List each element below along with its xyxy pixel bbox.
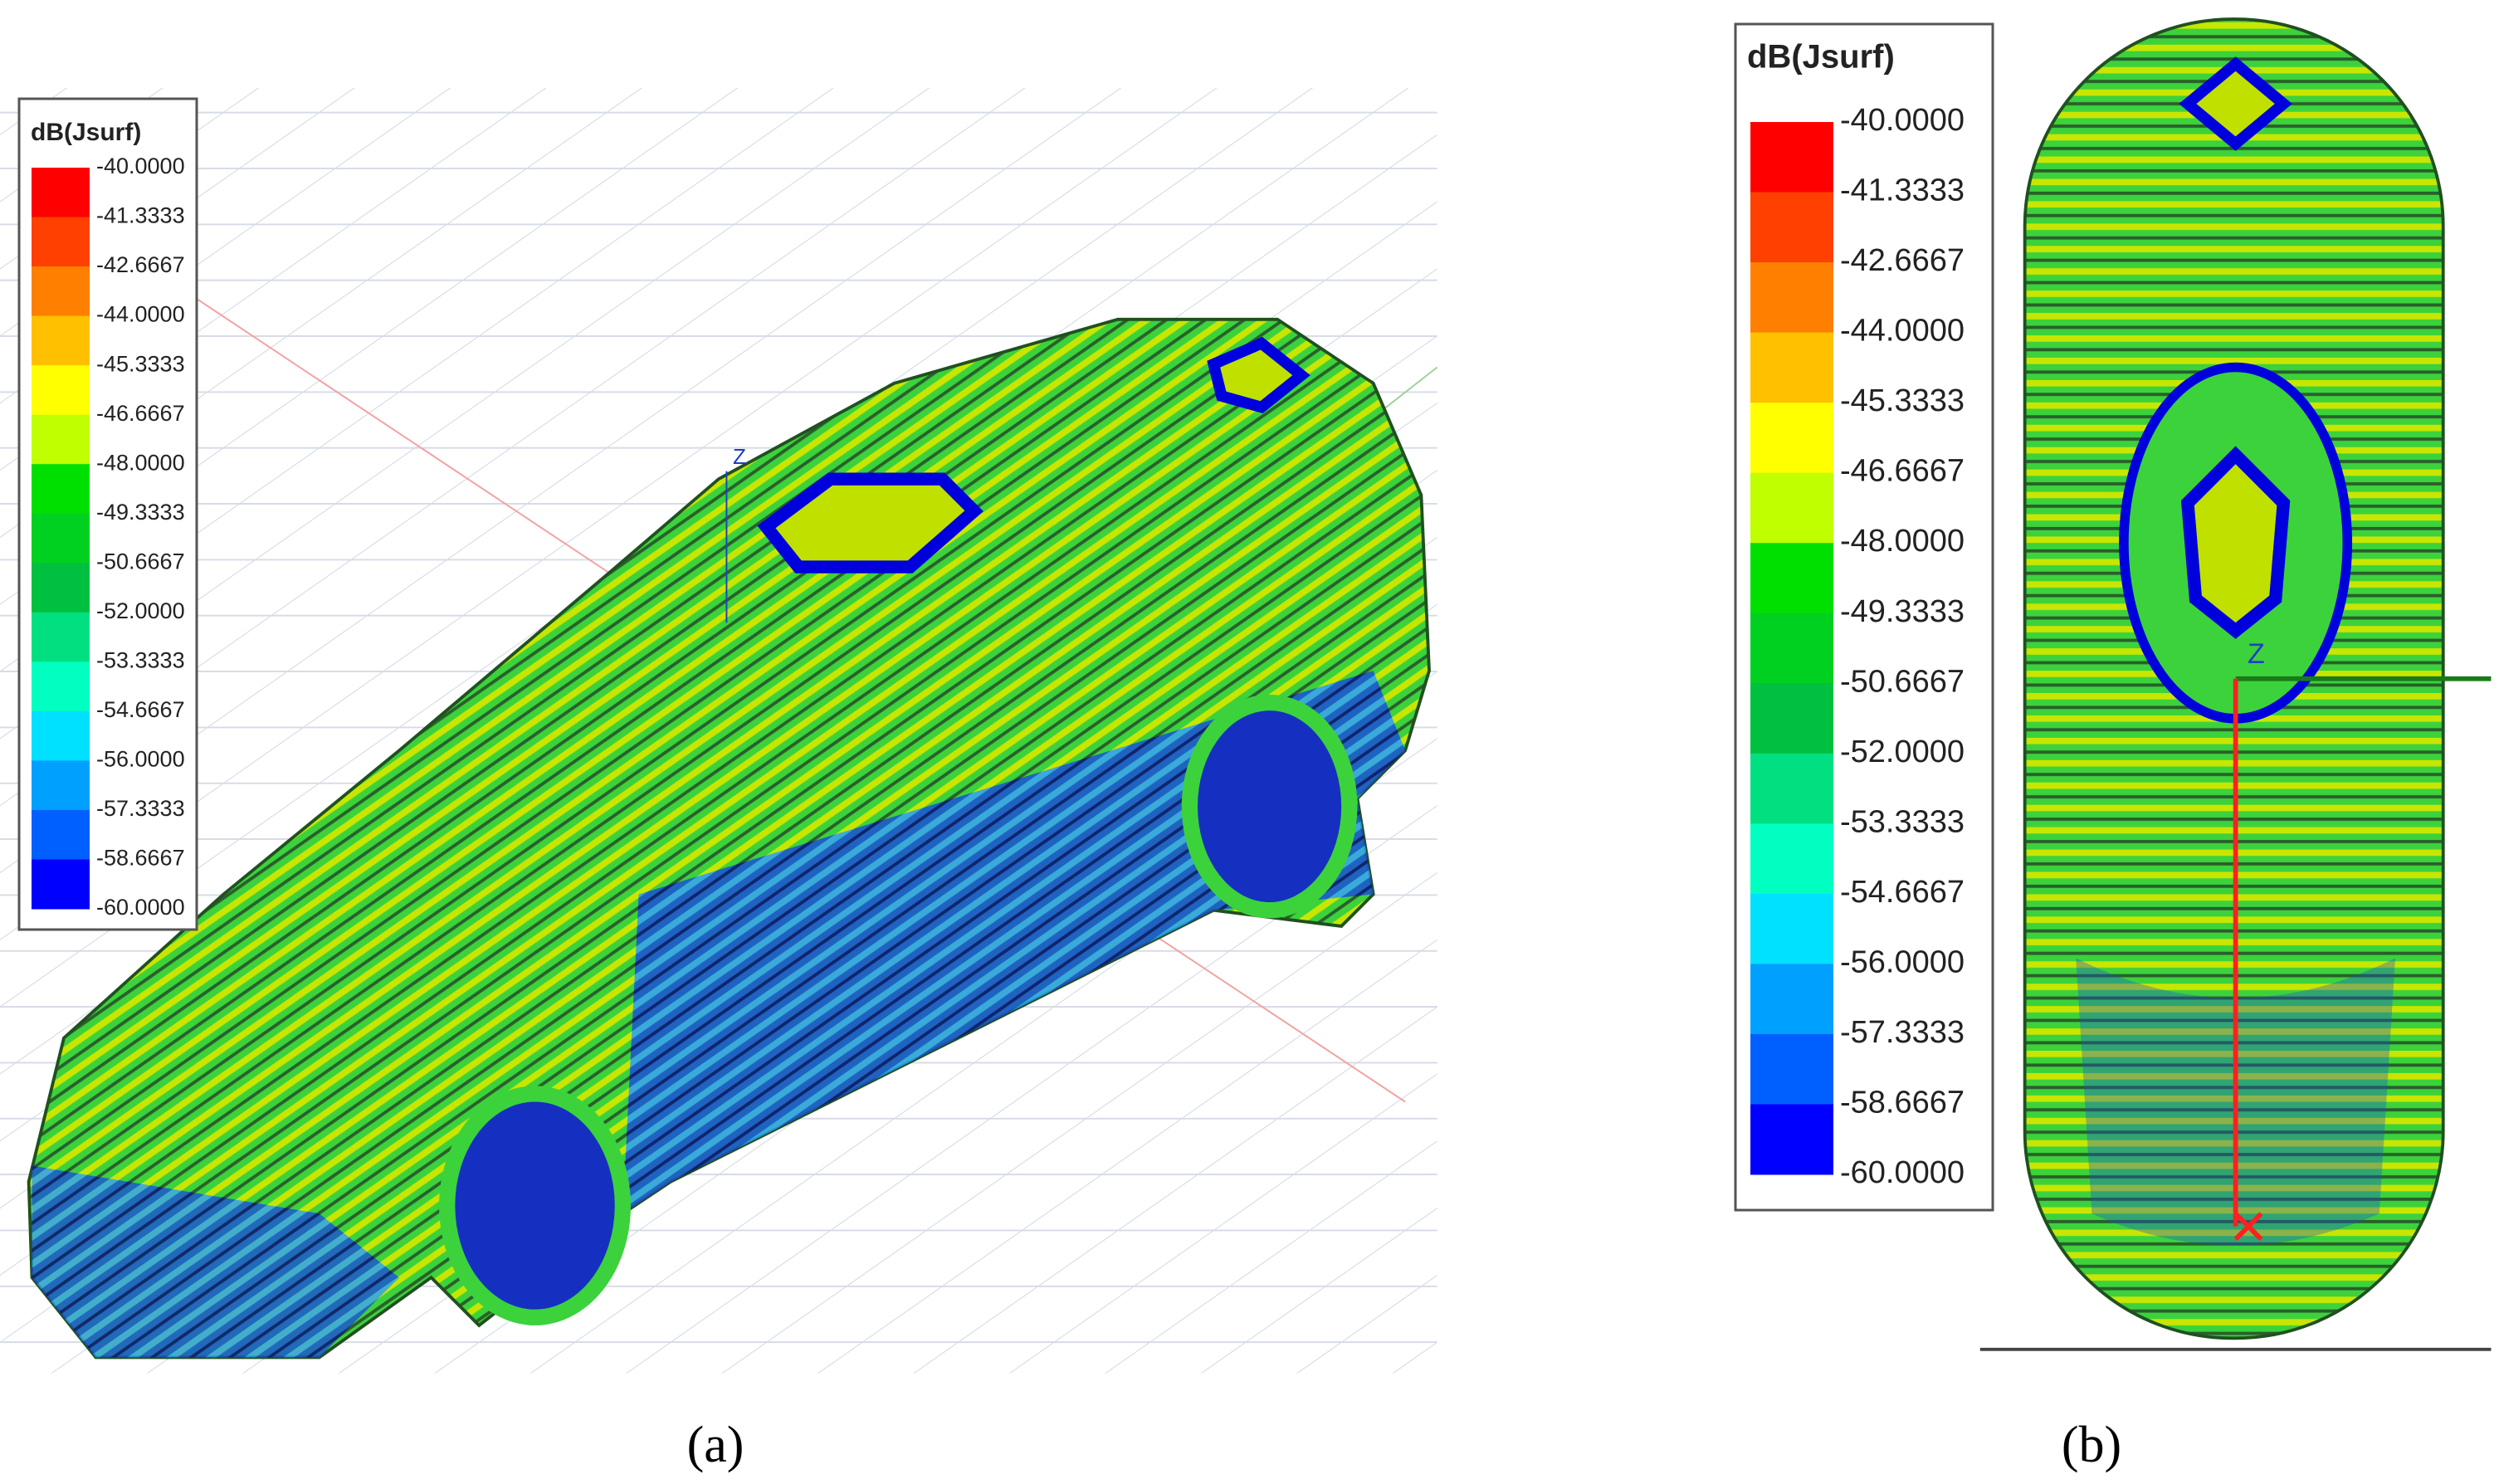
- legend-label: -45.3333: [96, 351, 185, 376]
- legend-label: -53.3333: [1840, 804, 1965, 839]
- roof-contour: [757, 472, 984, 574]
- legend-label: -58.6667: [96, 846, 185, 871]
- legend-swatch: [32, 217, 90, 267]
- panel-a-graphic: [0, 87, 1438, 1374]
- legend-label: -40.0000: [1840, 103, 1965, 138]
- legend-label: -40.0000: [96, 154, 185, 178]
- legend-label: -42.6667: [96, 252, 185, 277]
- legend-label: -41.3333: [96, 203, 185, 228]
- legend-swatch: [32, 414, 90, 465]
- legend-swatch: [32, 859, 90, 910]
- legend-swatch: [32, 266, 90, 317]
- legend-swatch: [32, 809, 90, 860]
- legend-swatch: [32, 661, 90, 712]
- legend-label: -41.3333: [1840, 173, 1965, 208]
- legend-label: -46.6667: [1840, 454, 1965, 489]
- legend-swatch: [32, 464, 90, 515]
- legend-swatch: [32, 365, 90, 416]
- caption: (a): [687, 1417, 744, 1473]
- legend-swatch: [1750, 192, 1833, 263]
- legend-label: -42.6667: [1840, 243, 1965, 278]
- legend-label: -50.6667: [96, 549, 185, 574]
- legend-swatch: [1750, 1033, 1833, 1105]
- legend-swatch: [1750, 122, 1833, 193]
- legend-label: -46.6667: [96, 401, 185, 426]
- wheel: [1181, 694, 1358, 919]
- roof-contour: [2179, 56, 2292, 151]
- legend-swatch: [32, 315, 90, 366]
- legend-label: -48.0000: [1840, 524, 1965, 559]
- legend-swatch: [1750, 893, 1833, 964]
- legend-swatch: [1750, 1104, 1833, 1175]
- legend-label: -54.6667: [96, 697, 185, 722]
- legend-swatch: [1750, 823, 1833, 895]
- legend-swatch: [1750, 262, 1833, 334]
- legend-label: -57.3333: [96, 796, 185, 821]
- legend-swatch: [1750, 613, 1833, 684]
- legend-swatch: [1750, 753, 1833, 824]
- panel-b-graphic: [1979, 17, 2492, 1351]
- legend-label: -44.0000: [96, 302, 185, 327]
- axis-label: Z: [2248, 638, 2265, 670]
- legend-swatch: [1750, 472, 1833, 544]
- car-front: [32, 1165, 399, 1358]
- legend-swatch: [32, 168, 90, 218]
- legend-label: -45.3333: [1840, 383, 1965, 418]
- caption: (b): [2062, 1417, 2121, 1473]
- axis-label: Z: [733, 444, 746, 469]
- legend-label: -49.3333: [1840, 594, 1965, 629]
- legend-label: -58.6667: [1840, 1085, 1965, 1120]
- legend-label: -54.6667: [1840, 875, 1965, 910]
- legend-swatch: [1750, 403, 1833, 474]
- legend-label: -53.3333: [96, 647, 185, 672]
- legend-label: -50.6667: [1840, 664, 1965, 699]
- legend-swatch: [32, 760, 90, 811]
- legend-label: -52.0000: [1840, 735, 1965, 769]
- legend-label: -56.0000: [96, 747, 185, 772]
- legend-label: -56.0000: [1840, 945, 1965, 979]
- roof-contour: [2180, 446, 2291, 639]
- roof-contour: [1207, 336, 1311, 414]
- axis-marker: [2233, 1212, 2263, 1242]
- legend-label: -52.0000: [96, 598, 185, 623]
- legend-swatch: [32, 563, 90, 613]
- legend-label: -44.0000: [1840, 314, 1965, 349]
- legend-swatch: [32, 513, 90, 564]
- legend-label: -48.0000: [96, 450, 185, 475]
- legend-swatch: [1750, 543, 1833, 614]
- legend-swatch: [32, 710, 90, 761]
- legend-label: -49.3333: [96, 500, 185, 525]
- legend-label: -60.0000: [96, 895, 185, 920]
- legend-swatch: [1750, 964, 1833, 1035]
- legend-swatch: [1750, 332, 1833, 403]
- legend-title: dB(Jsurf): [1747, 39, 1895, 76]
- wheel: [439, 1086, 631, 1325]
- legend-title: dB(Jsurf): [31, 119, 141, 146]
- legend-label: -57.3333: [1840, 1015, 1965, 1050]
- legend-swatch: [1750, 683, 1833, 754]
- legend-label: -60.0000: [1840, 1155, 1965, 1190]
- legend-swatch: [32, 612, 90, 662]
